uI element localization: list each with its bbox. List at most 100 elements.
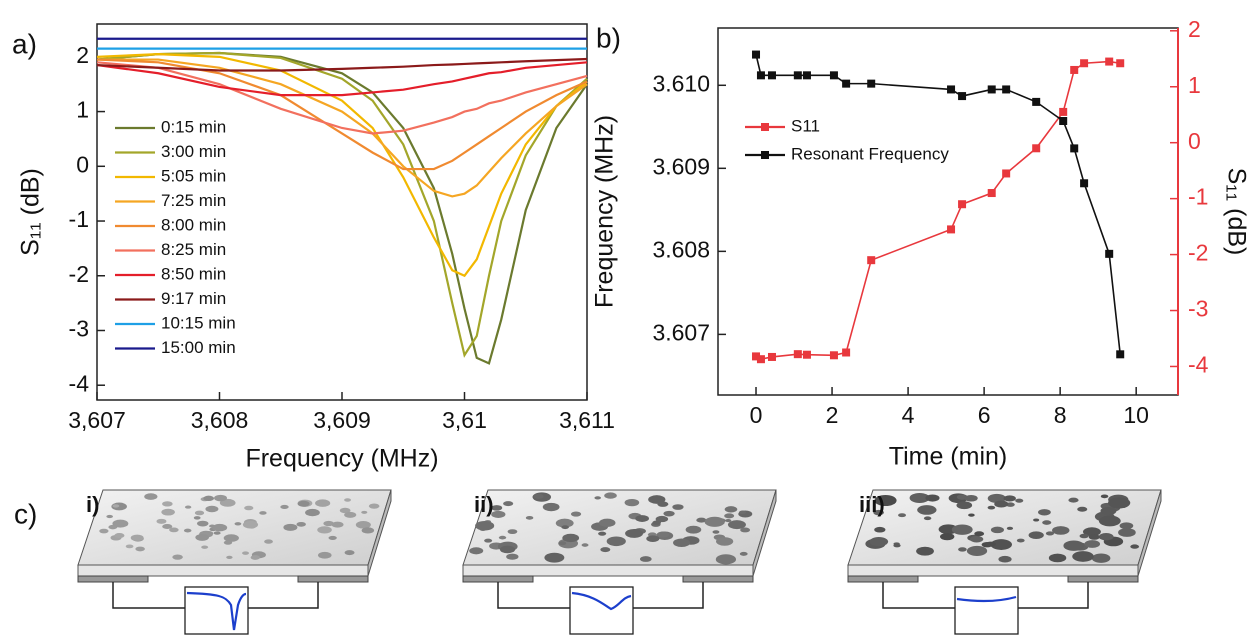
film-edge bbox=[367, 489, 392, 577]
legend-label: 3:00 min bbox=[161, 142, 226, 161]
data-point bbox=[767, 71, 776, 80]
grain bbox=[1118, 528, 1136, 537]
diagram: i) ii) iii) bbox=[77, 489, 1162, 635]
grain bbox=[193, 516, 201, 520]
data-point bbox=[958, 200, 967, 209]
legend-label: 0:15 min bbox=[161, 117, 226, 136]
y-tick-label: 2 bbox=[76, 42, 89, 68]
x-tick-label: 3,611 bbox=[559, 407, 615, 433]
data-point bbox=[987, 189, 996, 198]
x-tick-label: 6 bbox=[978, 402, 991, 428]
grain bbox=[1084, 540, 1101, 548]
grain bbox=[355, 521, 371, 529]
data-point bbox=[958, 92, 967, 101]
y2-tick-label: -1 bbox=[1188, 184, 1208, 210]
grain bbox=[469, 547, 484, 555]
grain bbox=[475, 520, 495, 531]
wire bbox=[112, 582, 319, 609]
data-point bbox=[1116, 59, 1125, 68]
grain bbox=[925, 494, 940, 502]
grain bbox=[498, 535, 507, 540]
grain bbox=[966, 545, 988, 557]
y-tick-label: 3.609 bbox=[652, 153, 710, 179]
grain bbox=[639, 556, 652, 562]
data-point bbox=[1059, 116, 1068, 125]
grain bbox=[317, 526, 332, 534]
legend-label: 8:50 min bbox=[161, 264, 226, 283]
grain bbox=[1098, 532, 1114, 541]
electrode bbox=[462, 575, 534, 583]
grain bbox=[484, 538, 493, 543]
grain bbox=[956, 501, 973, 510]
data-point bbox=[829, 71, 838, 80]
grain bbox=[283, 523, 298, 531]
x-tick-label: 0 bbox=[750, 402, 763, 428]
legend-label: 8:00 min bbox=[161, 215, 226, 234]
data-line bbox=[96, 57, 588, 72]
grain bbox=[716, 537, 734, 546]
grain bbox=[1038, 509, 1051, 516]
data-point bbox=[987, 85, 996, 94]
y2-tick-label: -2 bbox=[1188, 240, 1208, 266]
grain bbox=[223, 534, 239, 542]
grain bbox=[112, 504, 120, 508]
data-point bbox=[752, 50, 761, 59]
grain bbox=[712, 530, 720, 534]
grain bbox=[1045, 531, 1055, 536]
grain bbox=[1082, 527, 1101, 537]
y-tick-label: -2 bbox=[69, 261, 89, 287]
grain bbox=[635, 515, 650, 522]
x-tick-label: 3,607 bbox=[68, 407, 126, 433]
grain bbox=[361, 527, 375, 534]
grain bbox=[361, 510, 368, 514]
grain bbox=[250, 555, 260, 560]
grain bbox=[1048, 553, 1067, 563]
inset-box bbox=[954, 586, 1019, 635]
grain bbox=[990, 526, 1004, 534]
grain bbox=[581, 543, 589, 547]
grain bbox=[135, 546, 145, 552]
grain bbox=[156, 518, 167, 524]
inset-curve bbox=[956, 595, 1017, 603]
grain bbox=[1003, 495, 1016, 502]
data-point bbox=[802, 71, 811, 80]
grain bbox=[923, 516, 932, 521]
grain bbox=[974, 531, 985, 537]
grain bbox=[987, 505, 996, 510]
y2-tick-label: 2 bbox=[1188, 16, 1201, 42]
grain bbox=[280, 504, 289, 510]
grain bbox=[604, 492, 617, 499]
grain bbox=[990, 539, 1012, 550]
grain bbox=[99, 528, 109, 534]
grain bbox=[558, 541, 567, 546]
data-point bbox=[793, 71, 802, 80]
panel-label: a) bbox=[12, 28, 37, 59]
electrode bbox=[1067, 575, 1139, 583]
data-point bbox=[842, 348, 851, 357]
legend-label: 10:15 min bbox=[161, 313, 236, 332]
grain bbox=[242, 520, 259, 529]
grain bbox=[114, 533, 125, 539]
data-line bbox=[96, 61, 588, 135]
data-point bbox=[1070, 144, 1079, 153]
panel-label: b) bbox=[596, 22, 621, 53]
grain bbox=[297, 500, 310, 507]
grain bbox=[869, 537, 889, 547]
grain bbox=[594, 496, 601, 500]
x-tick-label: 3,61 bbox=[442, 407, 487, 433]
film-edge bbox=[752, 489, 777, 577]
grain bbox=[1028, 531, 1044, 539]
data-point bbox=[1032, 97, 1041, 106]
x-tick-label: 2 bbox=[826, 402, 839, 428]
stage-label: i) bbox=[86, 492, 99, 517]
grain bbox=[507, 529, 518, 535]
data-point bbox=[752, 352, 761, 361]
grain bbox=[331, 521, 344, 528]
grain bbox=[214, 494, 227, 502]
grain bbox=[657, 501, 669, 507]
data-point bbox=[947, 225, 956, 234]
grain bbox=[183, 528, 192, 533]
grain bbox=[533, 493, 544, 499]
grain bbox=[1098, 515, 1121, 527]
grain bbox=[323, 520, 334, 527]
